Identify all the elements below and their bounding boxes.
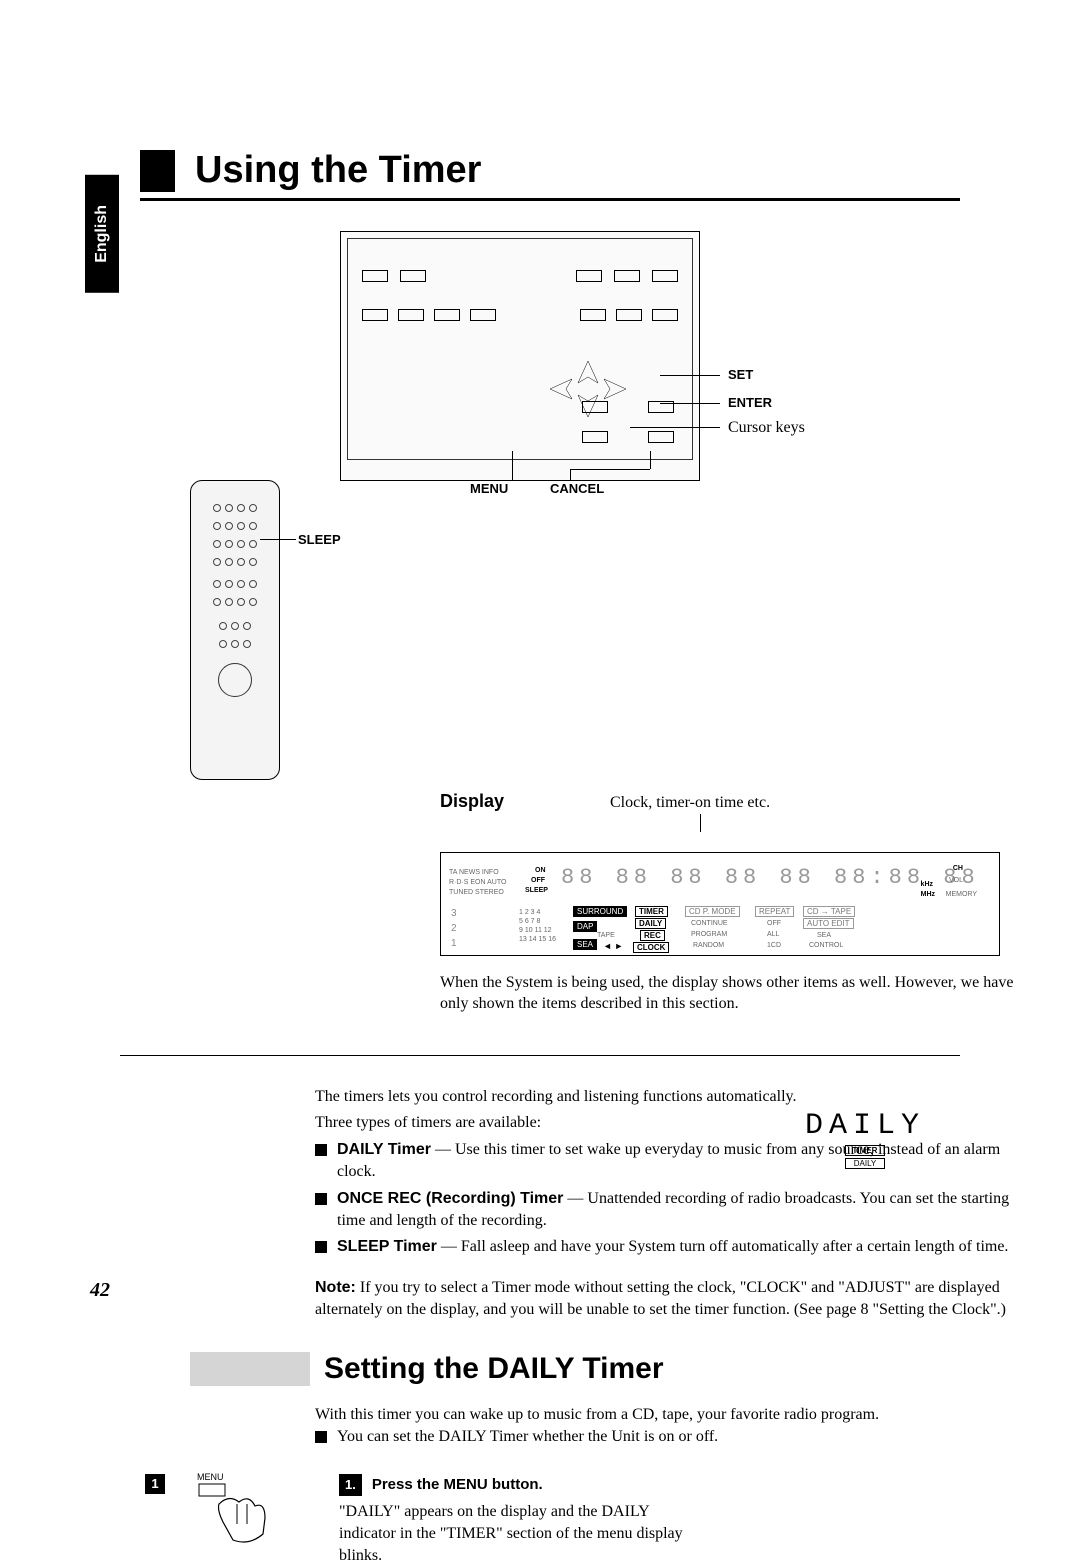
display-disc-2: 2 xyxy=(451,923,457,934)
display-note: When the System is being used, the displ… xyxy=(440,972,1020,1015)
subheading-gray-block xyxy=(190,1352,310,1386)
callout-set: SET xyxy=(728,367,753,382)
display-tag-surround: SURROUND xyxy=(573,906,627,917)
audio-unit-illustration xyxy=(340,231,700,481)
display-tag-all: ALL xyxy=(767,931,779,938)
note-text: If you try to select a Timer mode withou… xyxy=(315,1279,1006,1318)
step-1-number-tag: 1. xyxy=(339,1474,362,1496)
display-tag-timer: TIMER xyxy=(635,906,668,917)
bullet-sleep-timer: SLEEP Timer — Fall asleep and have your … xyxy=(315,1236,1015,1258)
display-tag-cdtape: CD → TAPE xyxy=(803,906,855,917)
chapter-title: Using the Timer xyxy=(195,150,481,192)
display-mhz-label: MHz xyxy=(921,891,935,898)
note-paragraph: Note: If you try to select a Timer mode … xyxy=(315,1277,1015,1322)
step-1-figure: MENU xyxy=(189,1474,289,1554)
display-state-on: ON xyxy=(535,867,546,874)
display-vol-label: VOL xyxy=(949,877,963,884)
manual-page: English Using the Timer xyxy=(0,0,1080,1527)
subheading: Setting the DAILY Timer xyxy=(324,1352,664,1386)
display-tag-repeat: REPEAT xyxy=(755,906,794,917)
display-tag-random: RANDOM xyxy=(693,942,724,949)
callout-enter: ENTER xyxy=(728,395,772,410)
display-tape-label: TAPE xyxy=(597,932,615,939)
bullet-square-icon xyxy=(315,1193,327,1205)
subheading-row: Setting the DAILY Timer xyxy=(190,1352,960,1386)
intro-line-1: The timers lets you control recording an… xyxy=(315,1086,1015,1108)
display-tag-sea: SEA xyxy=(573,939,597,950)
callout-menu: MENU xyxy=(470,481,508,496)
display-tag-rec: REC xyxy=(640,930,665,941)
display-info-tuned: TUNED STEREO xyxy=(449,889,504,896)
display-memory-label: MEMORY xyxy=(946,891,977,898)
bullet-square-icon xyxy=(315,1431,327,1443)
step-1-text: "DAILY" appears on the display and the D… xyxy=(339,1501,699,1568)
display-tag-program: PROGRAM xyxy=(691,931,727,938)
callout-cursor-keys: Cursor keys xyxy=(728,419,805,437)
sub-intro-line-1: With this timer you can wake up to music… xyxy=(315,1404,960,1426)
display-segment-digits: 88 88 88 88 88 88:88 88 xyxy=(561,865,980,890)
step-1-display-readout: DAILY TIMER DAILY xyxy=(790,1109,940,1169)
finger-press-icon xyxy=(189,1474,289,1554)
language-tab: English xyxy=(85,175,119,293)
bullet-oncerec-bold: ONCE REC (Recording) Timer xyxy=(337,1190,563,1207)
step-1-mini-tag-daily: DAILY xyxy=(845,1158,885,1169)
display-info-ta: TA NEWS INFO xyxy=(449,869,499,876)
chapter-header-block xyxy=(140,150,175,192)
section-divider xyxy=(120,1055,960,1056)
display-state-off: OFF xyxy=(531,877,545,884)
display-tag-control: CONTROL xyxy=(809,942,843,949)
display-tag-daily: DAILY xyxy=(635,918,666,929)
display-disc-1: 1 xyxy=(451,938,457,949)
display-tag-autoedit: AUTO EDIT xyxy=(803,918,854,929)
step-1: 1 MENU 1. Press the MENU button. "DAILY"… xyxy=(120,1474,960,1568)
bullet-daily-bold: DAILY Timer xyxy=(337,1141,431,1158)
page-number: 42 xyxy=(90,1279,110,1302)
bullet-once-rec-timer: ONCE REC (Recording) Timer — Unattended … xyxy=(315,1188,1015,1233)
display-tag-cdpmode: CD P. MODE xyxy=(685,906,740,917)
step-1-margin-number: 1 xyxy=(145,1474,165,1494)
note-label: Note: xyxy=(315,1279,356,1296)
display-tag-continue: CONTINUE xyxy=(691,920,728,927)
callout-cancel: CANCEL xyxy=(550,481,604,496)
display-tag-1cd: 1CD xyxy=(767,942,781,949)
chapter-rule xyxy=(140,198,960,201)
display-state-sleep: SLEEP xyxy=(525,887,548,894)
display-disc-3: 3 xyxy=(451,908,457,919)
chapter-header: Using the Timer xyxy=(140,150,960,192)
display-section: Display Clock, timer-on time etc. TA NEW… xyxy=(440,791,960,1015)
bullet-sleep-text: — Fall asleep and have your System turn … xyxy=(437,1238,1009,1255)
callout-sleep: SLEEP xyxy=(298,532,341,547)
bullet-square-icon xyxy=(315,1144,327,1156)
step-1-title: Press the MENU button. xyxy=(372,1476,543,1493)
display-tag-clock: CLOCK xyxy=(633,942,669,953)
display-tag-sea2: SEA xyxy=(817,932,831,939)
display-ch-label: CH xyxy=(953,865,963,872)
display-khz-label: kHz xyxy=(921,881,933,888)
display-tag-dap: DAP xyxy=(573,921,597,932)
display-number-grid: 1 2 3 4 5 6 7 8 9 10 11 12 13 14 15 16 xyxy=(519,908,556,944)
display-panel: TA NEWS INFO R·D·S EON AUTO TUNED STEREO… xyxy=(440,852,1000,956)
display-clock-caption: Clock, timer-on time etc. xyxy=(610,794,960,812)
display-info-rds: R·D·S EON AUTO xyxy=(449,879,506,886)
step-1-mini-tag-timer: TIMER xyxy=(845,1145,885,1156)
sub-intro-line-2: You can set the DAILY Timer whether the … xyxy=(337,1426,960,1448)
step-1-body: 1. Press the MENU button. "DAILY" appear… xyxy=(339,1474,960,1568)
bullet-square-icon xyxy=(315,1241,327,1253)
bullet-sleep-bold: SLEEP Timer xyxy=(337,1238,437,1255)
display-tag-off: OFF xyxy=(767,920,781,927)
subheading-intro: With this timer you can wake up to music… xyxy=(315,1404,960,1449)
step-1-display-text: DAILY xyxy=(790,1109,940,1143)
remote-control-illustration: SLEEP xyxy=(190,480,300,800)
device-figure: SET ENTER Cursor keys MENU CANCEL xyxy=(340,231,860,491)
display-arrows: ◄ ► xyxy=(603,941,623,951)
